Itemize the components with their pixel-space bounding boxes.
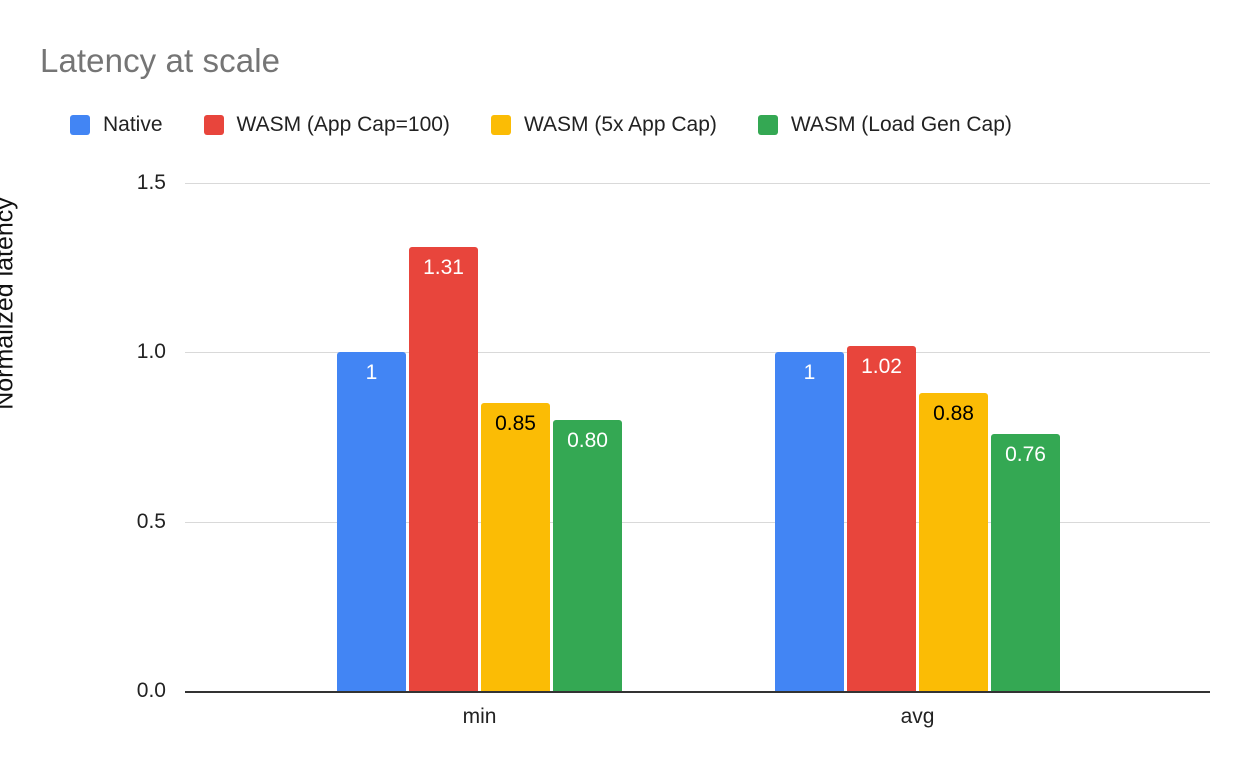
legend-item-label: Native (103, 113, 163, 136)
bar-value-label: 1 (803, 361, 816, 385)
y-axis-tick-label: 0.0 (136, 679, 166, 702)
bar[interactable]: 1 (337, 352, 406, 691)
legend-swatch-icon (70, 115, 90, 135)
bar-group-avg: 1 1.02 0.88 0.76 (775, 183, 1060, 691)
legend-swatch-icon (203, 115, 224, 135)
legend-item-label: WASM (App Cap=100) (236, 113, 450, 136)
y-axis-tick-label: 0.5 (136, 509, 166, 533)
legend-item-label: WASM (Load Gen Cap) (790, 113, 1012, 136)
bar-value-label: 0.76 (1005, 442, 1046, 466)
gridline (185, 352, 1210, 354)
bar-value-label: 0.85 (495, 412, 536, 436)
x-axis-tick-label: min (462, 705, 497, 728)
bar[interactable]: 0.76 (991, 433, 1060, 691)
legend-item-1[interactable]: WASM (App Cap=100) (203, 113, 450, 137)
bar-value-label: 1 (365, 361, 378, 385)
bar[interactable]: 0.88 (919, 392, 988, 691)
x-axis-line (185, 691, 1210, 693)
legend-item-2[interactable]: WASM (5x App Cap) (490, 113, 717, 137)
legend-swatch-icon (757, 115, 778, 135)
bar[interactable]: 1.02 (847, 345, 916, 691)
y-axis-tick-label: 1.5 (136, 171, 166, 194)
bar-group-min: 1 1.31 0.85 0.80 (337, 183, 622, 691)
gridline (185, 521, 1210, 523)
plot-area: 1 1.31 0.85 0.80 1 1.02 0.88 0.76 (185, 183, 1210, 693)
x-axis-tick-label: avg (900, 705, 935, 728)
chart-title: Latency at scale (40, 42, 281, 79)
bar-value-label: 0.88 (933, 401, 974, 425)
bar-value-label: 1.02 (861, 354, 902, 378)
bar-value-label: 1.31 (423, 256, 464, 280)
legend-item-3[interactable]: WASM (Load Gen Cap) (757, 113, 1012, 137)
bar[interactable]: 0.85 (481, 403, 550, 691)
legend-item-0[interactable]: Native (70, 113, 163, 137)
bar[interactable]: 1 (775, 352, 844, 691)
gridline (185, 183, 1210, 184)
legend-item-label: WASM (5x App Cap) (523, 113, 717, 136)
chart-legend: Native WASM (App Cap=100) WASM (5x App Cap… (70, 110, 1012, 140)
y-axis-title: Normalized latency (0, 197, 19, 410)
bar-value-label: 0.80 (567, 429, 608, 453)
bar[interactable]: 1.31 (409, 247, 478, 691)
y-axis-tick-label: 1.0 (136, 340, 166, 364)
legend-swatch-icon (490, 115, 511, 135)
bar[interactable]: 0.80 (553, 420, 622, 691)
